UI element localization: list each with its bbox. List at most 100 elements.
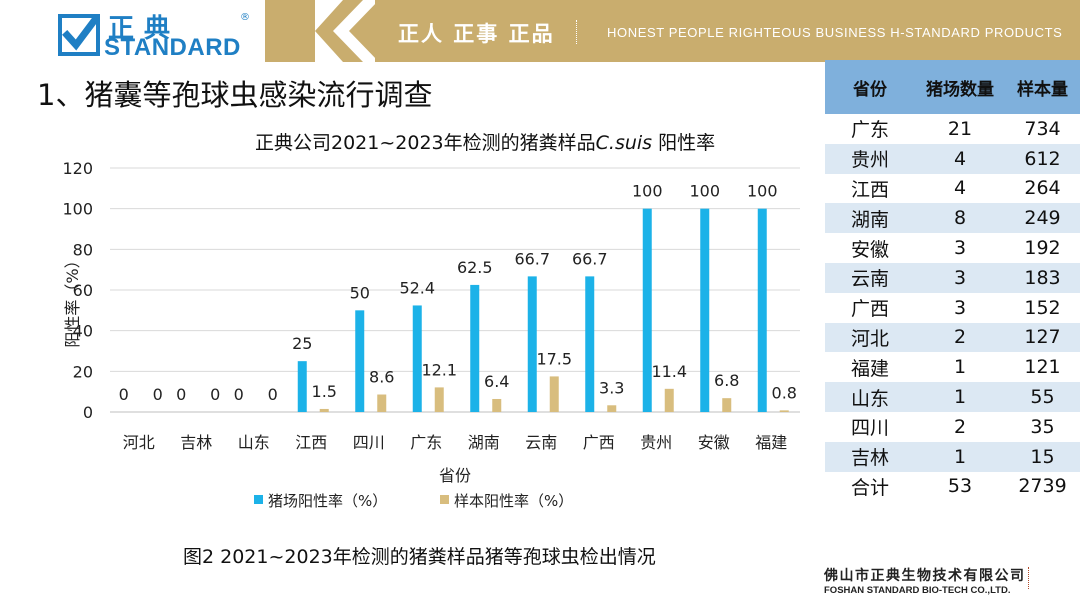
data-label-series-2: 0	[268, 385, 278, 404]
table-cell: 734	[1024, 117, 1061, 140]
x-tick-label: 广西	[583, 433, 615, 452]
table-cell: 612	[1024, 147, 1061, 170]
table-cell: 35	[1030, 415, 1055, 438]
y-tick-label: 0	[83, 403, 93, 422]
table-cell: 53	[947, 475, 973, 498]
data-label-series-2: 1.5	[312, 382, 337, 401]
y-tick-label: 100	[62, 200, 93, 219]
figure-caption: 图2 2021~2023年检测的猪粪样品猪等孢球虫检出情况	[183, 546, 656, 568]
table-cell: 121	[1024, 356, 1061, 379]
province-sample-table: 省份 猪场数量 样本量 广东 21 734 贵州 4 612 江西 4 264 湖南 8 249 安徽 3…	[825, 60, 1080, 501]
data-label-series-2: 6.4	[484, 372, 509, 391]
bar-series-1	[470, 284, 480, 412]
logo-chinese-name: 正典	[108, 14, 181, 44]
data-label-series-1: 66.7	[572, 249, 608, 268]
table-cell: 3	[953, 266, 967, 289]
table-cell: 55	[1030, 386, 1055, 409]
table-cell: 3	[953, 237, 967, 260]
table-cell: 湖南	[851, 208, 890, 231]
data-label-series-1: 0	[176, 385, 186, 404]
data-label-series-1: 100	[747, 182, 778, 201]
table-row: 广东 21 734	[825, 114, 1080, 144]
table-cell: 152	[1024, 296, 1061, 319]
table-row: 山东 1 55	[825, 382, 1080, 412]
table-row: 贵州 4 612	[825, 143, 1080, 174]
table-cell: 2	[953, 415, 967, 438]
table-row: 四川 2 35	[825, 412, 1080, 442]
table-row: 吉林 1 15	[825, 441, 1080, 472]
data-label-series-1: 100	[632, 182, 663, 201]
table-cell: 2739	[1018, 475, 1067, 498]
bar-series-1	[642, 208, 652, 412]
table-row: 广西 3 152	[825, 293, 1080, 323]
logo-english-name: STANDARD	[104, 34, 241, 61]
table-row: 云南 3 183	[825, 262, 1080, 293]
seal-decoration	[576, 20, 590, 44]
x-tick-label: 山东	[238, 433, 270, 452]
slogan-english: HONEST PEOPLE RIGHTEOUS BUSINESS H-STAND…	[607, 25, 1063, 40]
chart-title: 正典公司2021~2023年检测的猪粪样品C.suis 阳性率	[255, 128, 715, 155]
table-row: 安徽 3 192	[825, 233, 1080, 263]
bar-series-2	[319, 408, 329, 412]
table-cell: 四川	[851, 417, 890, 440]
bar-series-1	[757, 208, 767, 412]
data-label-series-1: 62.5	[457, 258, 493, 277]
bar-series-2	[664, 388, 674, 412]
bar-series-1	[412, 305, 422, 412]
table-row: 合计 53 2739	[825, 472, 1080, 502]
table-row: 福建 1 121	[825, 352, 1080, 382]
bar-series-1	[297, 361, 307, 412]
table-cell: 264	[1024, 177, 1061, 200]
table-cell: 15	[1030, 445, 1055, 468]
chart-title-italic: C.suis	[595, 132, 653, 154]
legend-swatch-series-1	[254, 495, 263, 504]
table-header-cell: 省份	[853, 79, 887, 100]
table-cell: 广西	[851, 298, 890, 321]
data-label-series-1: 25	[292, 334, 312, 353]
table-cell: 1	[953, 386, 967, 409]
x-tick-label: 吉林	[180, 433, 212, 452]
y-axis-label: 阳性率（%）	[63, 252, 82, 347]
data-label-series-2: 0	[153, 385, 163, 404]
table-cell: 4	[953, 177, 967, 200]
table-cell: 1	[953, 445, 967, 468]
data-label-series-1: 52.4	[399, 278, 435, 297]
bar-series-2	[607, 405, 617, 412]
table-cell: 2	[953, 326, 967, 349]
legend-swatch-series-2	[440, 495, 449, 504]
table-row: 江西 4 264	[825, 174, 1080, 204]
table-cell: 安徽	[851, 238, 890, 261]
bar-series-2	[492, 398, 502, 412]
data-label-series-2: 0.8	[772, 383, 797, 402]
legend-label-series-1: 猪场阳性率（%）	[268, 492, 387, 510]
footer-company-chinese: 佛山市正典生物技术有限公司	[824, 568, 1026, 584]
footer-company-english: FOSHAN STANDARD BIO-TECH CO.,LTD.	[824, 585, 1011, 596]
table-header-cell: 猪场数量	[926, 79, 994, 100]
table-cell: 广东	[851, 119, 890, 142]
table-cell: 贵州	[851, 149, 890, 172]
footer-seal-decoration	[1028, 567, 1040, 589]
bar-series-2	[377, 394, 387, 412]
table-cell: 云南	[851, 268, 890, 291]
data-label-series-1: 100	[689, 182, 720, 201]
registered-mark: ®	[240, 12, 250, 23]
y-tick-label: 60	[73, 281, 93, 300]
x-tick-label: 福建	[755, 433, 787, 452]
table-row: 湖南 8 249	[825, 203, 1080, 234]
chart-title-prefix: 正典公司2021~2023年检测的猪粪样品	[255, 132, 596, 154]
table-cell: 福建	[851, 357, 890, 380]
x-tick-label: 江西	[295, 433, 327, 452]
table-cell: 249	[1024, 207, 1061, 230]
bar-series-2	[549, 376, 559, 412]
x-tick-label: 安徽	[698, 433, 730, 452]
bar-series-2	[722, 398, 732, 412]
table-cell: 山东	[851, 387, 890, 410]
x-tick-label: 云南	[525, 433, 557, 452]
data-label-series-2: 17.5	[536, 349, 572, 368]
table-row: 河北 2 127	[825, 322, 1080, 353]
bar-series-2	[434, 387, 444, 412]
data-label-series-1: 50	[350, 283, 370, 302]
table-cell: 1	[953, 356, 967, 379]
header-banner	[265, 0, 1080, 62]
